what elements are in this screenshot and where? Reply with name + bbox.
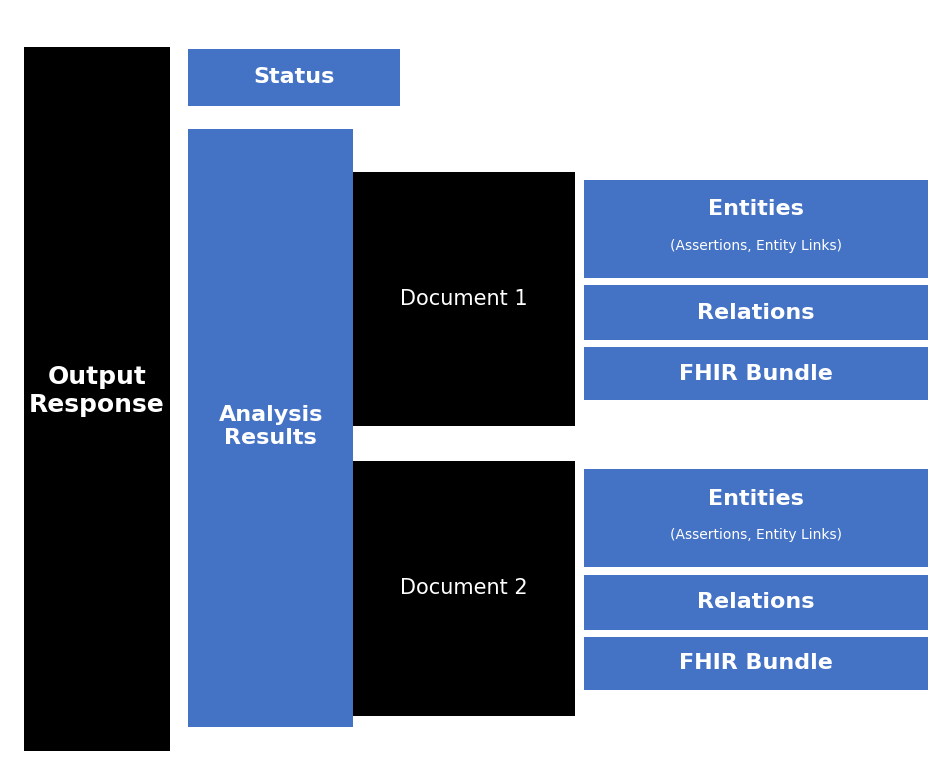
Text: Document 2: Document 2	[400, 578, 528, 598]
FancyBboxPatch shape	[584, 347, 928, 400]
FancyBboxPatch shape	[584, 180, 928, 278]
Text: Entities: Entities	[708, 199, 804, 219]
FancyBboxPatch shape	[584, 469, 928, 567]
FancyBboxPatch shape	[584, 575, 928, 630]
FancyBboxPatch shape	[188, 129, 353, 727]
FancyBboxPatch shape	[24, 47, 170, 751]
Text: FHIR Bundle: FHIR Bundle	[679, 364, 833, 384]
Text: Relations: Relations	[697, 303, 815, 323]
Text: Entities: Entities	[708, 489, 804, 508]
Text: (Assertions, Entity Links): (Assertions, Entity Links)	[670, 239, 842, 253]
Text: (Assertions, Entity Links): (Assertions, Entity Links)	[670, 529, 842, 542]
FancyBboxPatch shape	[188, 49, 400, 106]
Text: Document 1: Document 1	[400, 289, 528, 309]
Text: Analysis
Results: Analysis Results	[219, 404, 323, 448]
Text: Relations: Relations	[697, 592, 815, 612]
FancyBboxPatch shape	[353, 461, 575, 716]
Text: Output
Response: Output Response	[29, 365, 165, 417]
Text: Status: Status	[253, 67, 335, 88]
Text: FHIR Bundle: FHIR Bundle	[679, 653, 833, 673]
FancyBboxPatch shape	[584, 637, 928, 690]
FancyBboxPatch shape	[353, 172, 575, 426]
FancyBboxPatch shape	[584, 285, 928, 340]
